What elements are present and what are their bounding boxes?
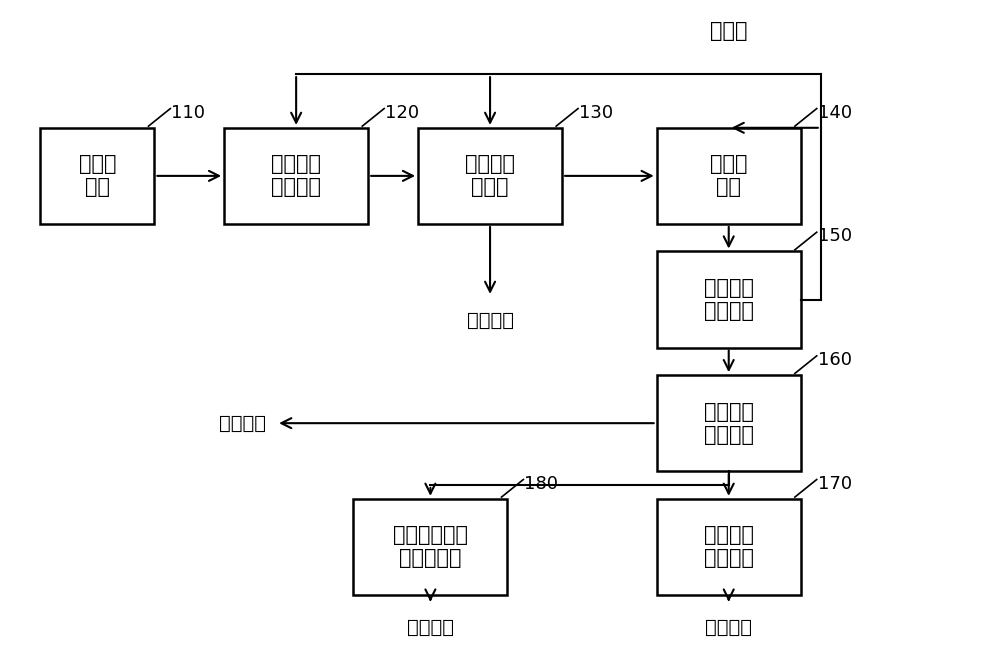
Bar (353, 499, 507, 595)
Text: 150: 150 (818, 227, 852, 245)
Text: 四氯化钛: 四氯化钛 (705, 618, 752, 637)
Text: 四氯化硅: 四氯化硅 (219, 414, 266, 433)
Bar (418, 128, 562, 224)
Bar (657, 251, 801, 348)
Text: 沸腾氯
化炉: 沸腾氯 化炉 (78, 154, 116, 198)
Text: 一氧化碳: 一氧化碳 (407, 618, 454, 637)
Bar (40, 128, 154, 224)
Text: 旋风分
离器: 旋风分 离器 (710, 154, 747, 198)
Text: 四氯化硅
精馏系统: 四氯化硅 精馏系统 (704, 402, 754, 445)
Text: 160: 160 (818, 351, 852, 369)
Text: 反应气体
冷却管道: 反应气体 冷却管道 (271, 154, 321, 198)
Bar (224, 128, 368, 224)
Bar (657, 499, 801, 595)
Text: 四氯化锆: 四氯化锆 (467, 311, 514, 330)
Text: 冷却剂: 冷却剂 (710, 21, 747, 41)
Text: 120: 120 (385, 104, 419, 122)
Text: 130: 130 (579, 104, 613, 122)
Text: 110: 110 (171, 104, 205, 122)
Text: 四氯化钛
回收系统: 四氯化钛 回收系统 (704, 525, 754, 569)
Text: 170: 170 (818, 475, 852, 493)
Text: 四氯化锆
收集罐: 四氯化锆 收集罐 (465, 154, 515, 198)
Text: 四氯化硅
回收系统: 四氯化硅 回收系统 (704, 278, 754, 321)
Text: 碱洗、一氧化
碳回收系统: 碱洗、一氧化 碳回收系统 (393, 525, 468, 569)
Bar (657, 375, 801, 471)
Bar (657, 128, 801, 224)
Text: 180: 180 (524, 475, 558, 493)
Text: 140: 140 (818, 104, 852, 122)
